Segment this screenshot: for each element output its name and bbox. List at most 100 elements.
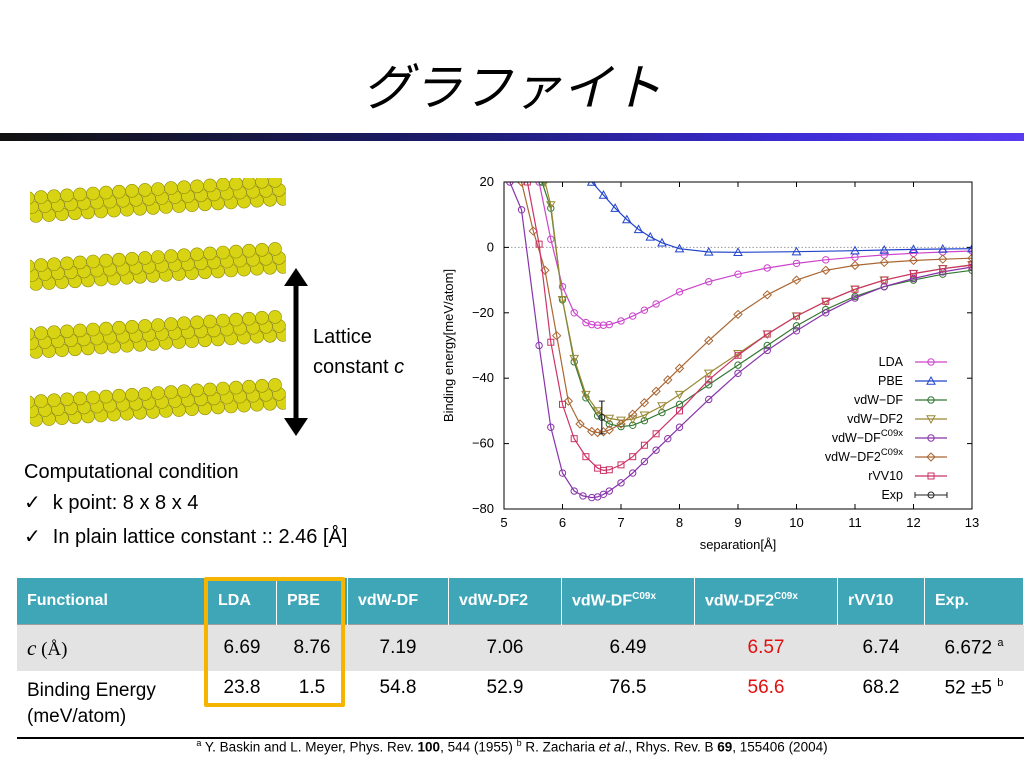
graphene-layer — [30, 310, 286, 359]
data-point — [604, 414, 615, 424]
legend-label: vdW−DF — [854, 393, 903, 407]
y-tick-label: −80 — [472, 501, 494, 516]
data-point — [599, 321, 608, 329]
data-point — [617, 461, 625, 469]
data-point — [569, 354, 580, 364]
data-point — [763, 341, 771, 350]
legend-label: LDA — [879, 355, 904, 369]
data-point — [622, 214, 632, 224]
plot-area — [506, 182, 972, 502]
data-point — [938, 254, 948, 264]
data-point — [598, 413, 606, 421]
carbon-atom — [112, 388, 126, 403]
data-point — [563, 396, 574, 406]
carbon-atom — [255, 178, 269, 189]
y-tick-label: −40 — [472, 370, 494, 385]
carbon-atom — [73, 255, 87, 270]
data-point — [516, 182, 527, 187]
data-point — [581, 390, 591, 400]
data-point — [791, 246, 802, 256]
carbon-atom — [268, 242, 282, 256]
lattice-label-symbol: c — [394, 356, 405, 378]
condition-lattice-text: In plain lattice constant :: 2.46 [Å] — [52, 526, 348, 548]
graphite-layers-illustration — [30, 178, 286, 427]
lda-pbe-highlight-box — [204, 577, 345, 707]
carbon-atom — [60, 188, 74, 203]
computational-conditions: Computational condition ✓ k point: 8 x 8… — [24, 458, 347, 554]
series-2 — [538, 182, 972, 431]
graphene-layer — [30, 178, 286, 223]
carbon-atom — [190, 247, 204, 262]
carbon-atom — [268, 310, 282, 324]
carbon-atom — [99, 389, 113, 404]
binding-energy-chart: 5 6 7 8 9 10 11 12 13 20 0 −20 −40 −60 −80 separation[Å… — [441, 174, 979, 552]
carbon-atom — [125, 184, 139, 198]
carbon-atom — [229, 380, 243, 395]
data-point — [663, 375, 673, 385]
carbon-atom — [255, 379, 269, 393]
y-tick-label: −60 — [472, 436, 494, 451]
data-point — [593, 493, 602, 501]
data-point — [734, 361, 742, 369]
data-point — [570, 487, 578, 495]
data-point — [763, 346, 771, 355]
data-point — [762, 290, 772, 300]
data-point — [593, 321, 602, 329]
carbon-atom — [125, 252, 139, 266]
carbon-atom — [125, 388, 139, 402]
data-point — [927, 434, 935, 442]
carbon-atom — [138, 319, 152, 333]
carbon-atom — [177, 384, 191, 398]
series-line — [591, 182, 972, 253]
series-line — [538, 182, 972, 326]
data-point — [616, 419, 626, 429]
data-point — [674, 243, 685, 253]
carbon-atom — [177, 316, 191, 330]
data-point — [703, 369, 714, 379]
x-tick-label: 5 — [500, 515, 507, 530]
data-point — [908, 255, 919, 266]
carbon-atom — [47, 325, 61, 339]
data-point — [652, 300, 660, 308]
arrow-head-down — [284, 418, 308, 436]
carbon-atom — [86, 254, 100, 269]
cell-c-vdw-df: 7.19 — [347, 624, 449, 671]
plot-frame — [503, 181, 973, 510]
data-point — [908, 244, 919, 254]
footnote-ref: a — [997, 636, 1004, 649]
data-point — [879, 257, 889, 268]
carbon-atom — [151, 182, 165, 196]
data-point — [570, 309, 578, 317]
carbon-atom — [47, 393, 61, 407]
cell-c-vdw-df2-c09x: 6.57 — [694, 624, 838, 671]
data-point — [822, 309, 830, 317]
data-point — [909, 274, 918, 283]
lattice-label-line1: Lattice — [313, 326, 372, 348]
carbon-atom — [268, 178, 282, 188]
data-point — [763, 330, 771, 338]
carbon-atom — [190, 179, 204, 194]
carbon-atom — [125, 320, 139, 334]
series-3 — [542, 182, 972, 426]
data-point — [617, 479, 625, 487]
condition-kpoint-text: k point: 8 x 8 x 4 — [52, 492, 199, 514]
lattice-label-constant: constant — [313, 356, 389, 378]
data-point — [629, 469, 637, 477]
legend-marker — [927, 491, 935, 499]
data-point — [937, 244, 948, 253]
data-point — [664, 434, 672, 443]
carbon-atom — [164, 249, 178, 263]
col-header-pbe: PBE — [276, 578, 348, 625]
series-6 — [523, 182, 972, 474]
data-point — [616, 416, 626, 426]
x-tick-label: 7 — [617, 515, 624, 530]
data-point — [657, 402, 667, 412]
data-point — [926, 415, 936, 425]
check-mark-icon: ✓ — [24, 526, 41, 548]
data-point — [588, 320, 596, 329]
carbon-atom — [34, 190, 48, 204]
carbon-atom — [190, 315, 204, 330]
row-label-c: c (Å) — [17, 624, 208, 671]
carbon-atom — [216, 381, 230, 396]
carbon-atom — [112, 252, 126, 267]
